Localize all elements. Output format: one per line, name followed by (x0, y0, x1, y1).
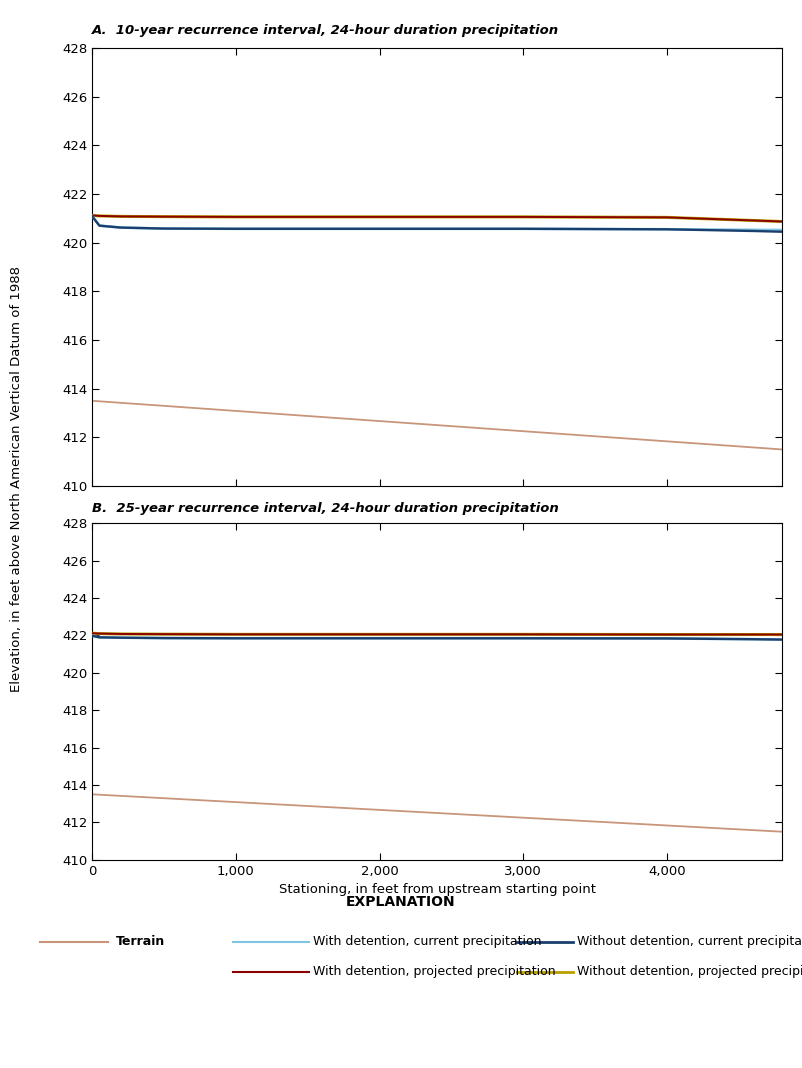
Text: Without detention, current precipitation: Without detention, current precipitation (577, 936, 802, 948)
X-axis label: Stationing, in feet from upstream starting point: Stationing, in feet from upstream starti… (278, 883, 596, 896)
Text: EXPLANATION: EXPLANATION (346, 895, 456, 910)
Text: Without detention, projected precipitation: Without detention, projected precipitati… (577, 965, 802, 978)
Text: With detention, current precipitation: With detention, current precipitation (313, 936, 541, 948)
Text: With detention, projected precipitation: With detention, projected precipitation (313, 965, 556, 978)
Text: B.  25-year recurrence interval, 24-hour duration precipitation: B. 25-year recurrence interval, 24-hour … (91, 502, 558, 515)
Text: A.  10-year recurrence interval, 24-hour duration precipitation: A. 10-year recurrence interval, 24-hour … (91, 25, 559, 37)
Text: Terrain: Terrain (116, 936, 165, 948)
Text: Elevation, in feet above North American Vertical Datum of 1988: Elevation, in feet above North American … (10, 266, 22, 692)
